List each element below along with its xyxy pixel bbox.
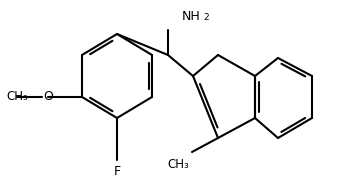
Text: CH₃: CH₃ xyxy=(167,158,189,171)
Text: F: F xyxy=(114,165,121,176)
Text: O: O xyxy=(43,90,53,103)
Text: CH₃: CH₃ xyxy=(6,90,28,103)
Text: NH: NH xyxy=(182,10,201,23)
Text: 2: 2 xyxy=(203,13,209,22)
